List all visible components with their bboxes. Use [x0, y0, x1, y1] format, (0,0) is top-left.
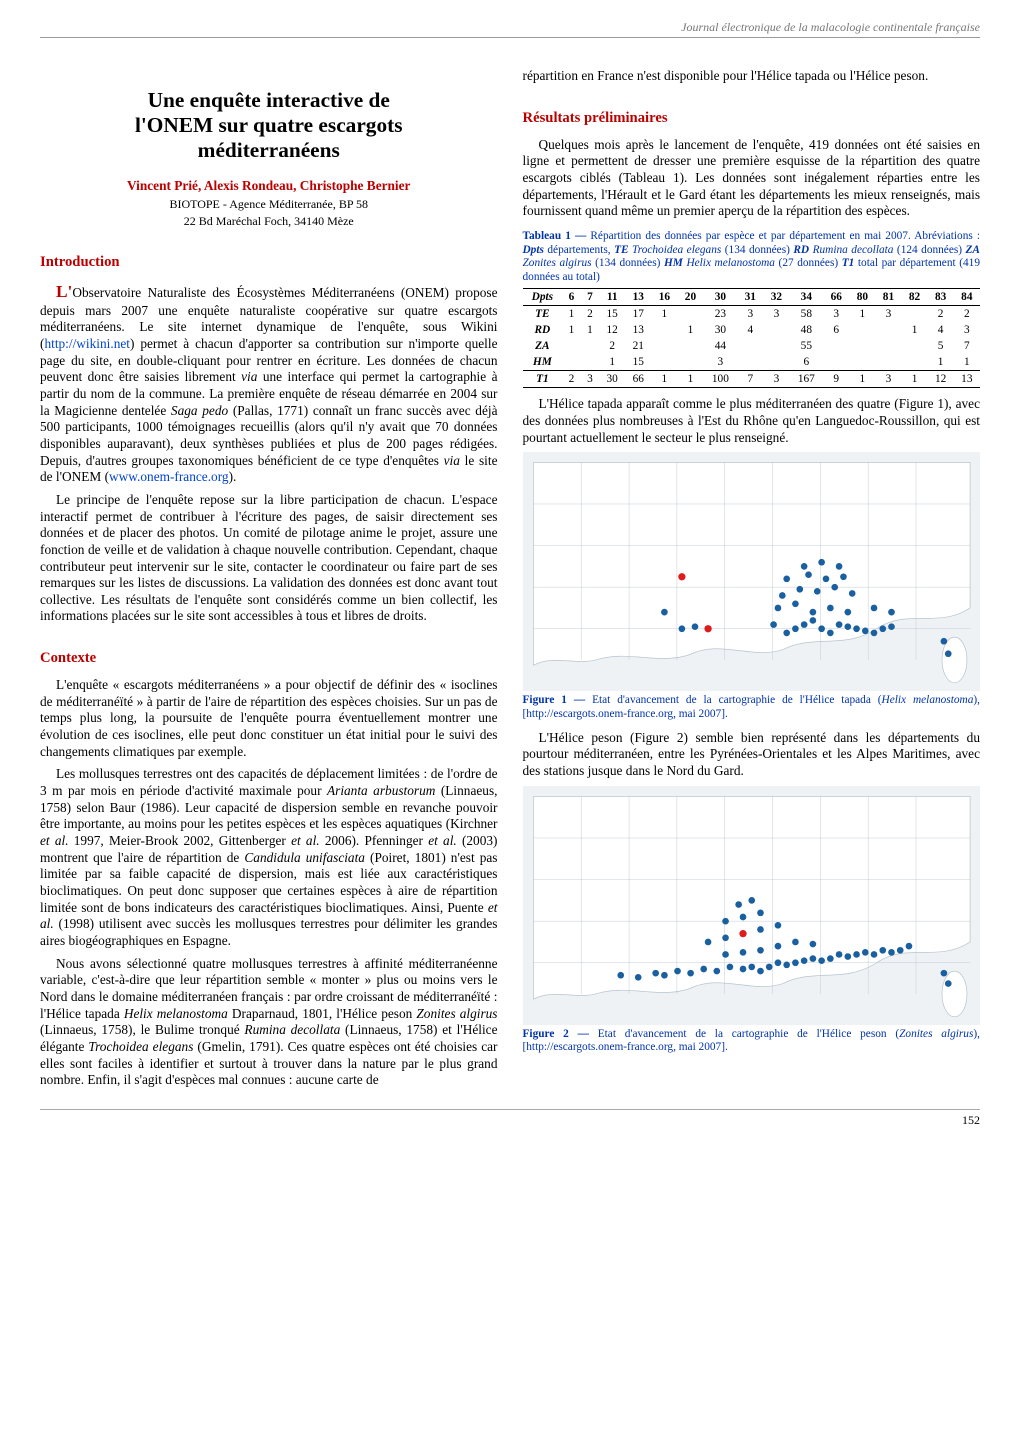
figure-2-caption: Figure 2 — Etat d'avancement de la carto… [523, 1028, 981, 1055]
table-col-header: Dpts [523, 289, 563, 306]
figure-1-caption: Figure 1 — Etat d'avancement de la carto… [523, 694, 981, 721]
authors: Vincent Prié, Alexis Rondeau, Christophe… [40, 178, 498, 194]
table-col-header: 84 [954, 289, 980, 306]
table-1: Dpts671113162030313234668081828384 TE121… [523, 288, 981, 388]
link-wikini[interactable]: http://wikini.net [44, 336, 130, 351]
table-row: TE121517123335831322 [523, 306, 981, 323]
context-para-1: L'enquête « escargots méditerranéens » a… [40, 677, 498, 760]
figure-2 [523, 786, 981, 1025]
table-row: ZA221445557 [523, 338, 981, 354]
table-col-header: 16 [651, 289, 677, 306]
heading-results: Résultats préliminaires [523, 110, 981, 127]
heading-introduction: Introduction [40, 254, 498, 271]
table-col-header: 80 [849, 289, 875, 306]
table-col-header: 20 [677, 289, 703, 306]
link-onem[interactable]: www.onem-france.org [109, 469, 229, 484]
heading-contexte: Contexte [40, 650, 498, 667]
context-para-3: Nous avons sélectionné quatre mollusques… [40, 956, 498, 1089]
table-col-header: 7 [581, 289, 599, 306]
context-para-2: Les mollusques terrestres ont des capaci… [40, 766, 498, 949]
table-col-header: 34 [789, 289, 823, 306]
figure-1 [523, 452, 981, 691]
table-col-header: 81 [875, 289, 901, 306]
table-col-header: 83 [928, 289, 954, 306]
results-para-3: L'Hélice peson (Figure 2) semble bien re… [523, 730, 981, 780]
table-row: HM1153611 [523, 354, 981, 371]
table-row: T1233066111007316791311213 [523, 371, 981, 388]
affiliation-2: 22 Bd Maréchal Foch, 34140 Mèze [40, 214, 498, 229]
table-col-header: 13 [625, 289, 651, 306]
article-title: Une enquête interactive de l'ONEM sur qu… [120, 88, 418, 163]
table-col-header: 82 [902, 289, 928, 306]
table-col-header: 32 [763, 289, 789, 306]
affiliation-1: BIOTOPE - Agence Méditerranée, BP 58 [40, 197, 498, 212]
table-1-caption: Tableau 1 — Répartition des données par … [523, 230, 981, 284]
running-header: Journal électronique de la malacologie c… [40, 20, 980, 38]
table-col-header: 30 [704, 289, 738, 306]
intro-para-1: L'Observatoire Naturaliste des Écosystèm… [40, 281, 498, 486]
results-para-2: L'Hélice tapada apparaît comme le plus m… [523, 396, 981, 446]
table-col-header: 11 [599, 289, 625, 306]
table-col-header: 66 [823, 289, 849, 306]
table-col-header: 31 [737, 289, 763, 306]
table-col-header: 6 [562, 289, 580, 306]
page-number: 152 [40, 1109, 980, 1128]
intro-para-2: Le principe de l'enquête repose sur la l… [40, 492, 498, 625]
right-top-para: répartition en France n'est disponible p… [523, 68, 981, 85]
results-para-1: Quelques mois après le lancement de l'en… [523, 137, 981, 220]
table-row: RD1112131304486143 [523, 322, 981, 338]
